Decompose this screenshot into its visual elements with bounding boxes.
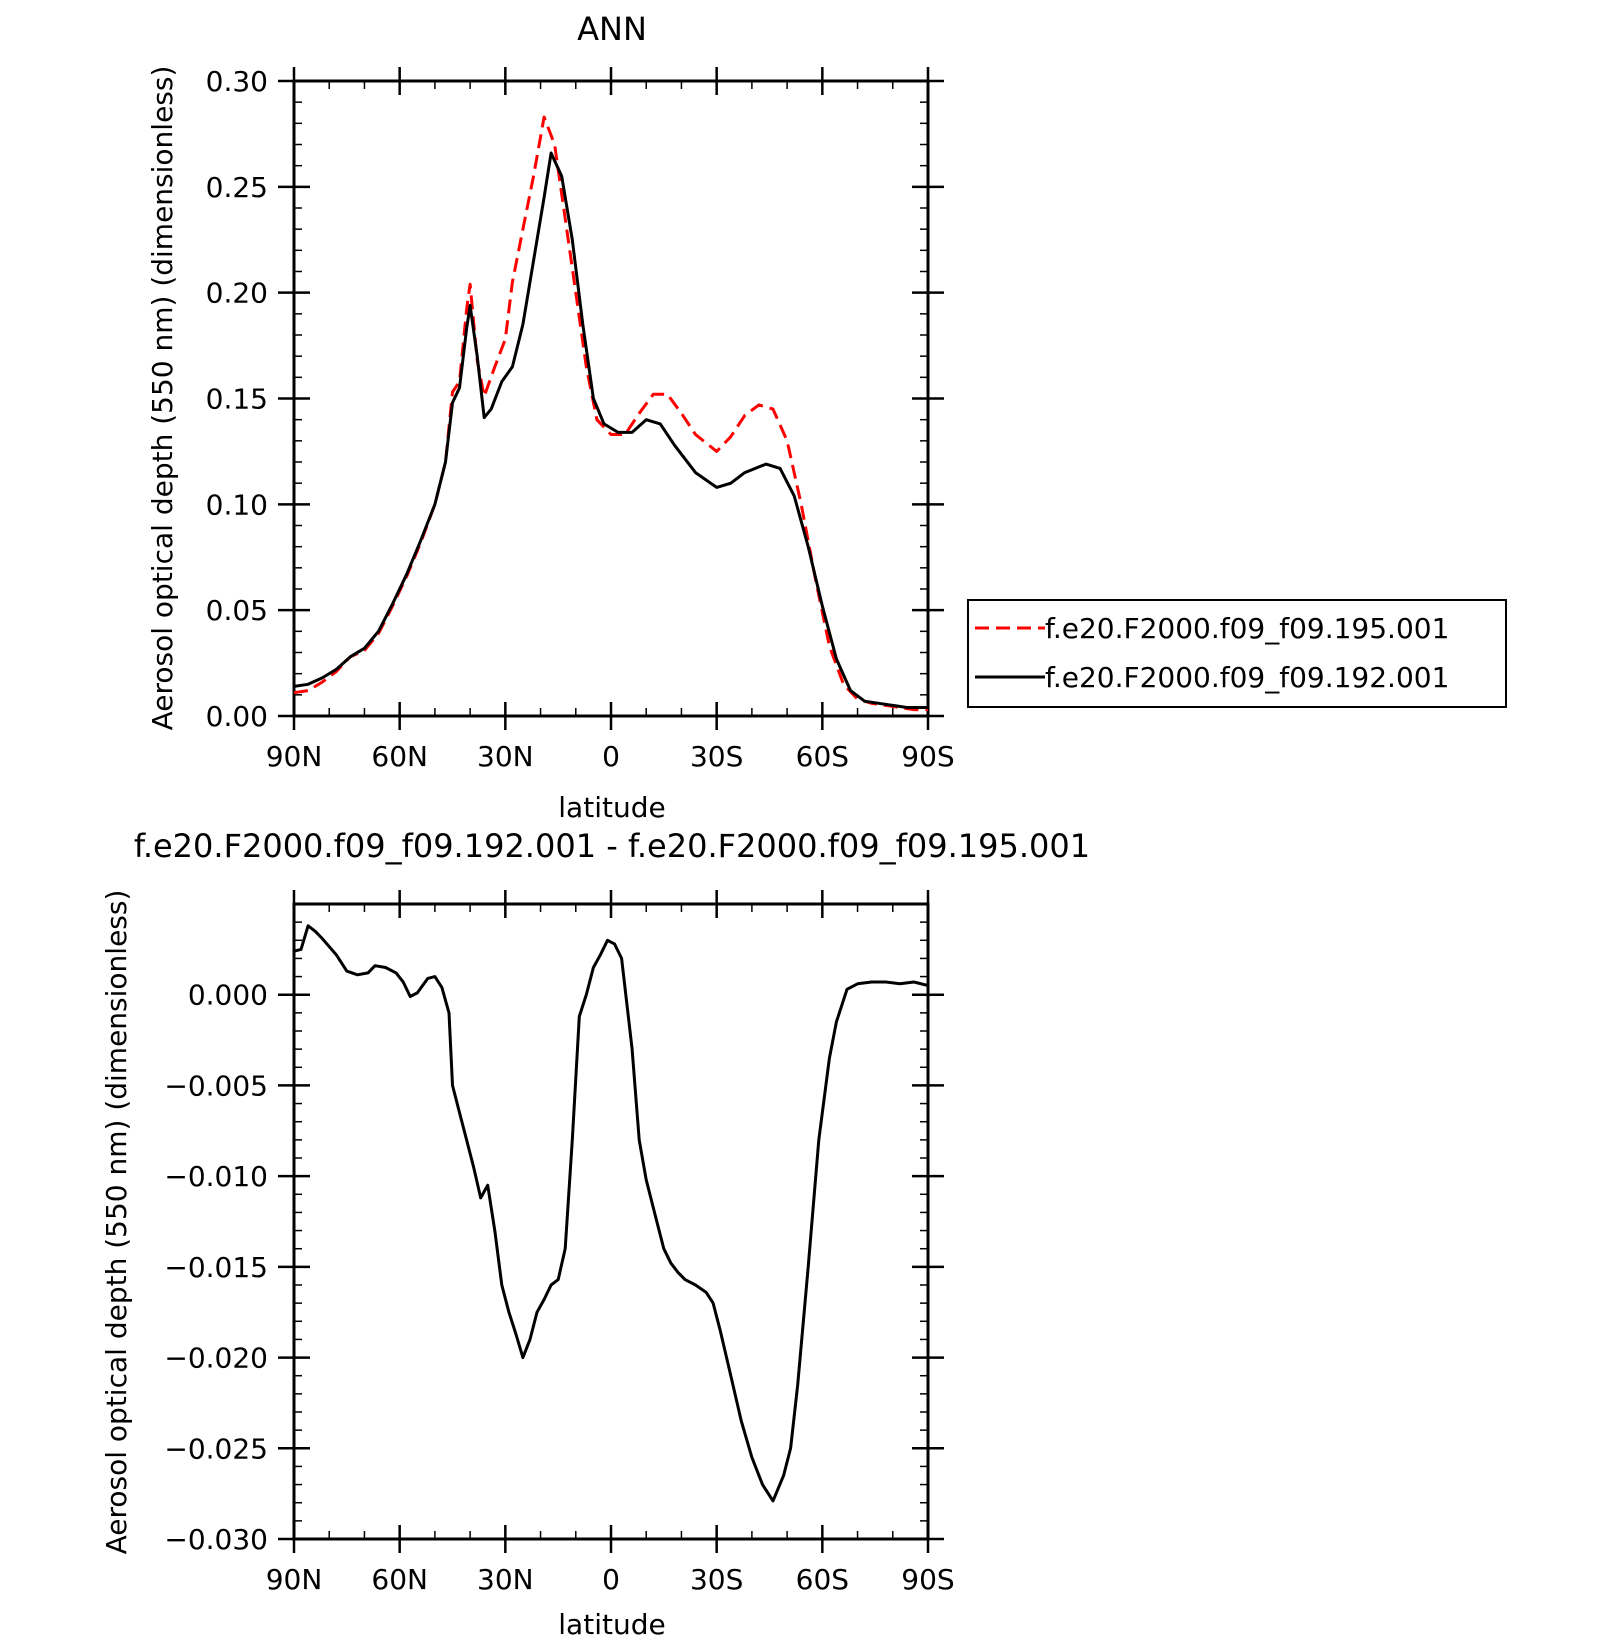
legend-entry-192: f.e20.F2000.f09_f09.192.001 xyxy=(1045,661,1449,694)
x-tick-label: 30S xyxy=(690,740,743,773)
x-tick-label: 60N xyxy=(371,740,428,773)
y-tick-label: −0.025 xyxy=(164,1432,268,1465)
x-tick-label: 60S xyxy=(796,1563,849,1596)
y-axis-label: Aerosol optical depth (550 nm) (dimensio… xyxy=(100,890,133,1555)
x-tick-label: 60S xyxy=(796,740,849,773)
legend-entry-195: f.e20.F2000.f09_f09.195.001 xyxy=(1045,612,1449,645)
y-tick-label: 0.05 xyxy=(206,594,268,627)
y-tick-label: −0.015 xyxy=(164,1251,268,1284)
x-axis-label: latitude xyxy=(558,791,665,824)
x-tick-label: 0 xyxy=(602,1563,620,1596)
x-tick-label: 30N xyxy=(477,1563,534,1596)
y-tick-label: 0.20 xyxy=(206,277,268,310)
series-lines xyxy=(293,924,929,1503)
y-tick-label: −0.030 xyxy=(164,1523,268,1556)
x-axis-label: latitude xyxy=(558,1608,665,1641)
y-tick-label: 0.10 xyxy=(206,488,268,521)
axis-ticks: 90N 60N 30N 0 30S 60S 90S 0.00 0.05 0.10 0.15 0.20 0… xyxy=(206,65,955,773)
y-tick-label: 0.15 xyxy=(206,383,268,416)
x-tick-label: 90N xyxy=(266,1563,323,1596)
x-tick-label: 0 xyxy=(602,740,620,773)
mean-aod-panel: ANN 90N 60N 30N 0 30S 60S 90S 0.00 0.05 0.10 0.15 0… xyxy=(146,10,955,824)
y-tick-label: −0.010 xyxy=(164,1160,268,1193)
y-tick-label: 0.25 xyxy=(206,171,268,204)
y-tick-label: 0.000 xyxy=(188,979,268,1012)
x-tick-label: 30S xyxy=(690,1563,743,1596)
legend: f.e20.F2000.f09_f09.195.001 f.e20.F2000.… xyxy=(967,599,1507,708)
difference-title: f.e20.F2000.f09_f09.192.001 - f.e20.F200… xyxy=(134,827,1090,865)
legend-box xyxy=(967,599,1507,708)
series-lines xyxy=(293,115,928,712)
y-tick-label: 0.00 xyxy=(206,700,268,733)
x-tick-label: 90S xyxy=(901,740,954,773)
y-tick-label: 0.30 xyxy=(206,65,268,98)
x-tick-label: 30N xyxy=(477,740,534,773)
x-tick-label: 60N xyxy=(371,1563,428,1596)
y-tick-label: −0.020 xyxy=(164,1342,268,1375)
y-axis-label: Aerosol optical depth (550 nm) (dimensio… xyxy=(146,66,179,731)
plot-frame xyxy=(292,902,930,1541)
x-tick-label: 90N xyxy=(266,740,323,773)
series-line-0 xyxy=(293,115,928,712)
plot-frame xyxy=(292,79,930,718)
axis-ticks: 90N 60N 30N 0 30S 60S 90S 0.000 −0.005 −0.010 −0.0… xyxy=(164,890,955,1596)
difference-panel: f.e20.F2000.f09_f09.192.001 - f.e20.F200… xyxy=(100,827,1090,1641)
y-tick-label: −0.005 xyxy=(164,1069,268,1102)
x-tick-label: 90S xyxy=(901,1563,954,1596)
chart-title: ANN xyxy=(577,10,647,48)
series-line-0 xyxy=(293,924,929,1503)
series-line-1 xyxy=(293,151,928,709)
